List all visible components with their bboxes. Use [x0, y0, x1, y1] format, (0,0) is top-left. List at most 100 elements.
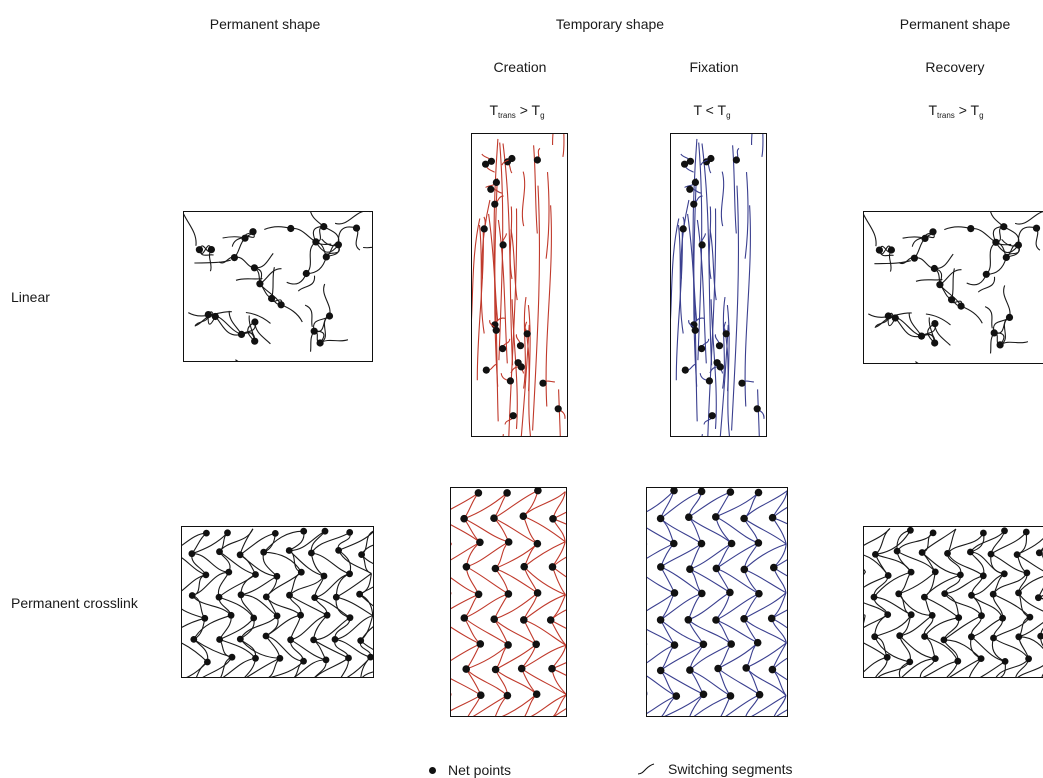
net-point [1000, 223, 1008, 231]
linear-fixation-panel [670, 133, 767, 437]
net-point [251, 318, 259, 326]
switching-segment [545, 172, 550, 259]
switching-segment [660, 643, 704, 671]
net-point [931, 320, 939, 328]
net-point [705, 377, 713, 385]
switching-segment [947, 553, 984, 577]
switching-segment [290, 614, 328, 641]
switching-segment [240, 594, 278, 617]
linear-fixation-network [671, 134, 765, 436]
net-point [690, 200, 698, 208]
switching-segment [660, 619, 704, 645]
net-point [740, 514, 748, 523]
switching-segment [361, 544, 373, 555]
net-point [516, 342, 525, 350]
net-point [697, 488, 706, 496]
switching-segment [715, 593, 760, 621]
net-point [236, 551, 244, 559]
switching-segment [451, 541, 481, 561]
net-point [686, 157, 694, 165]
net-point [686, 666, 694, 674]
switching-segment [743, 518, 787, 545]
net-point [195, 246, 203, 254]
net-point [271, 530, 279, 537]
switching-segment [757, 389, 760, 436]
net-point [979, 572, 987, 580]
net-point [1014, 241, 1022, 249]
net-point [670, 539, 678, 548]
switching-segment [647, 576, 675, 594]
switching-segment [239, 532, 276, 556]
switching-segment [874, 614, 912, 638]
switching-segment [360, 626, 373, 641]
net-point [554, 405, 562, 413]
switching-segment [359, 593, 373, 616]
net-point [273, 572, 281, 580]
net-point [250, 614, 258, 622]
net-point [698, 241, 706, 249]
switching-segment [944, 226, 971, 231]
net-point [907, 527, 914, 534]
switching-segment [715, 516, 759, 544]
switching-segment [677, 225, 684, 334]
switching-segment [524, 693, 538, 716]
switching-segment [898, 593, 933, 616]
net-point [476, 640, 485, 648]
net-point [300, 657, 307, 665]
switching-segment [772, 669, 787, 696]
switching-segment [239, 638, 280, 659]
switching-segment [924, 571, 936, 598]
net-point [684, 616, 693, 624]
switching-segment [899, 635, 936, 660]
net-point [320, 223, 328, 231]
net-point [474, 489, 483, 497]
switching-segment [864, 528, 891, 546]
switching-segment [864, 614, 866, 616]
switching-segment [265, 614, 301, 637]
switching-segment [1014, 212, 1043, 225]
switching-segment [689, 568, 731, 593]
switching-segment [239, 554, 277, 577]
legend-switching-segments-label: Switching segments [668, 761, 793, 777]
switching-segment [647, 527, 675, 544]
net-point [884, 572, 892, 579]
net-point [203, 529, 210, 537]
net-point [523, 330, 531, 338]
switching-segment [218, 596, 255, 619]
switching-segment [745, 667, 787, 696]
switching-segment [751, 134, 753, 146]
net-point [508, 154, 516, 163]
net-point [320, 572, 328, 580]
net-point [482, 160, 490, 168]
switching-segment [235, 359, 239, 361]
switching-segment [696, 219, 707, 364]
net-point [1001, 658, 1009, 665]
switching-segment [463, 492, 479, 520]
net-point [883, 653, 891, 661]
net-point [509, 412, 517, 420]
switching-segment [875, 530, 911, 555]
switching-segment [551, 645, 566, 670]
net-point [768, 665, 777, 674]
switching-segment [263, 551, 302, 573]
switching-segment [708, 206, 712, 280]
net-point [657, 563, 665, 571]
net-point [656, 616, 665, 624]
switching-segment [552, 556, 566, 568]
switching-segment [771, 642, 787, 670]
linear-permanent-panel [183, 211, 373, 362]
switching-segment [293, 659, 327, 677]
switching-segment [688, 591, 731, 621]
switching-segment [661, 695, 677, 716]
switching-segment [977, 276, 996, 293]
switching-segment [310, 531, 351, 554]
net-point [697, 539, 706, 548]
switching-segment [466, 644, 509, 670]
switching-segment [864, 213, 877, 247]
switching-segment [689, 669, 731, 697]
net-point [249, 228, 257, 236]
net-point [201, 614, 209, 622]
switching-segment [709, 229, 717, 301]
switching-segment [522, 491, 566, 517]
switching-segment [971, 573, 1005, 596]
